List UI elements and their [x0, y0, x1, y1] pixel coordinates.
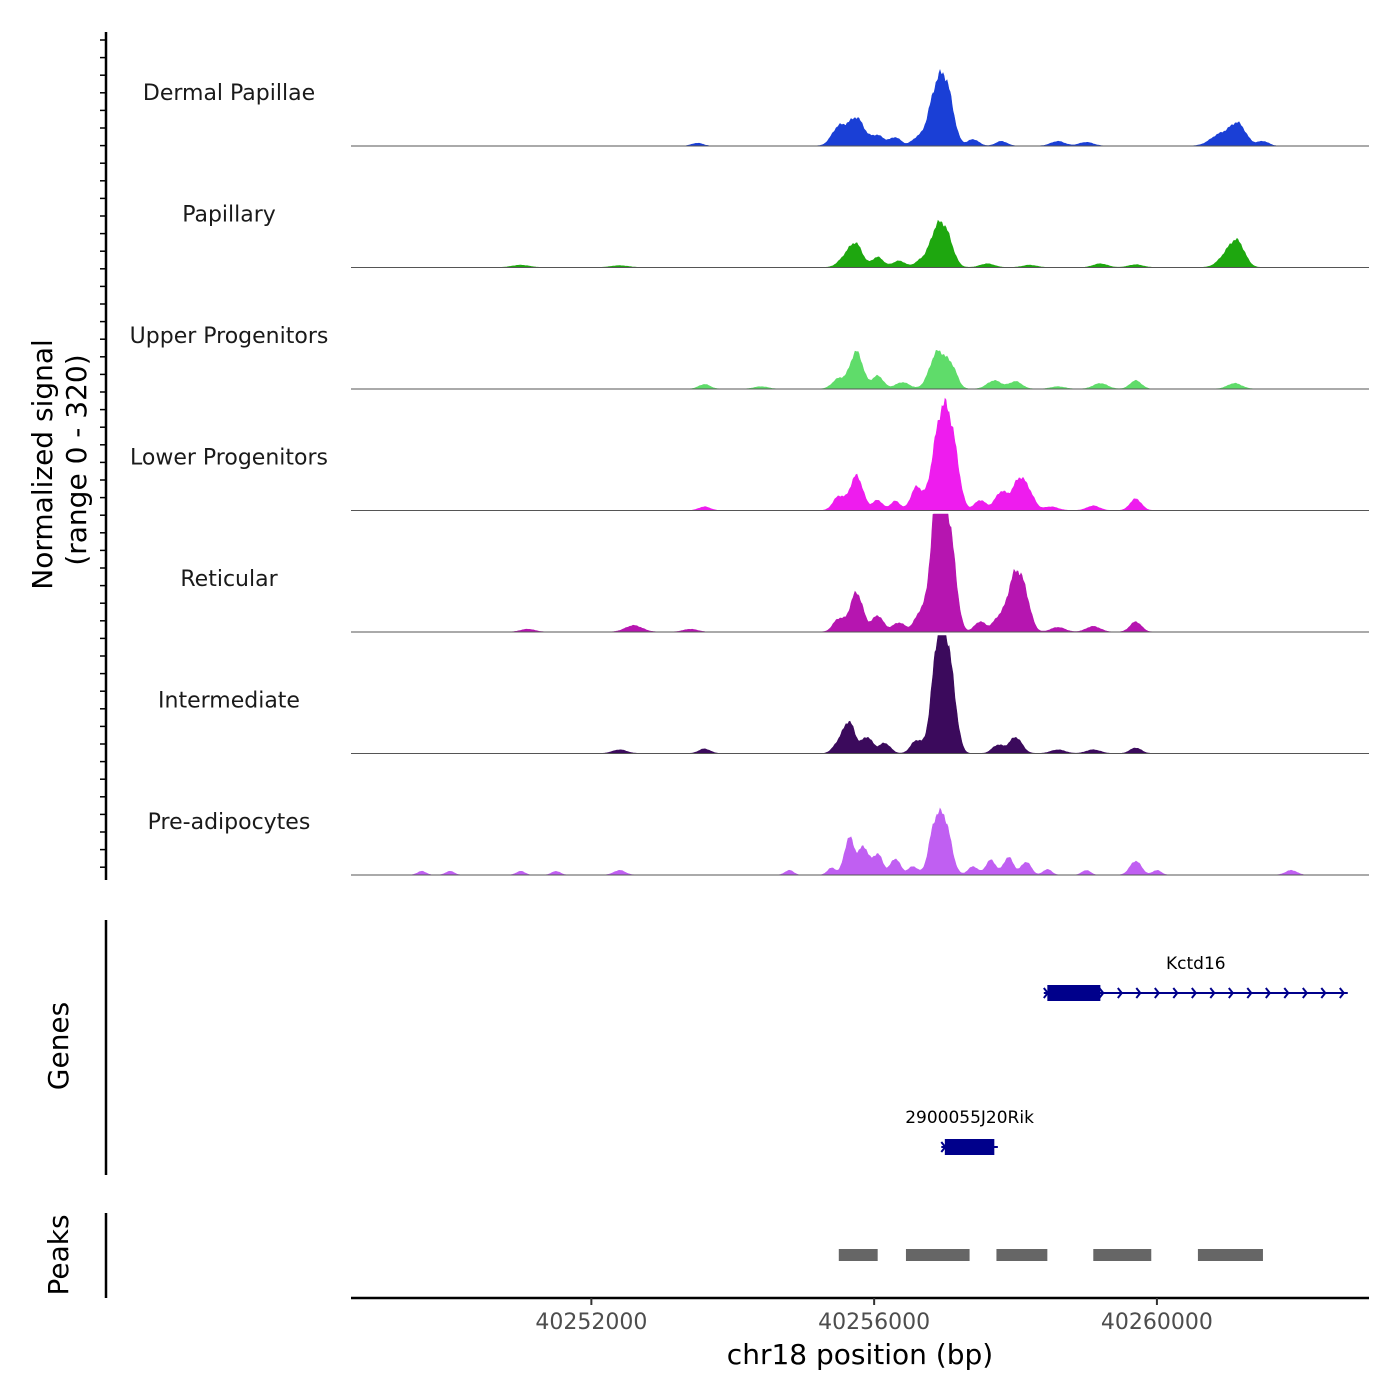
strand-arrow: [1283, 987, 1290, 999]
coverage-area: [351, 68, 1369, 147]
gene-label: Kctd16: [1166, 954, 1226, 974]
track-label: Upper Progenitors: [130, 324, 329, 349]
x-axis-title: chr18 position (bp): [727, 1338, 993, 1371]
track-label: Dermal Papillae: [143, 81, 315, 106]
strand-arrow: [1302, 987, 1309, 999]
y-axis-title: Normalized signal (range 0 - 320): [26, 330, 93, 589]
track-label: Papillary: [182, 203, 276, 228]
strand-arrow: [1246, 987, 1253, 999]
track-intermediate: Intermediate: [158, 635, 1369, 754]
coverage-area: [351, 513, 1369, 633]
strand-arrow: [1191, 987, 1198, 999]
peaks-title: Peaks: [42, 1214, 75, 1295]
gene-track: Kctd16 2900055J20Rik: [905, 954, 1348, 1155]
gene-kctd16: Kctd16: [1043, 954, 1348, 1001]
strand-arrow: [1154, 987, 1161, 999]
x-tick-label: 40256000: [818, 1310, 930, 1335]
strand-arrow: [1209, 987, 1216, 999]
strand-arrow: [1320, 987, 1327, 999]
strand-arrow: [1135, 987, 1142, 999]
coverage-area: [351, 219, 1369, 268]
track-label: Reticular: [180, 567, 278, 592]
coverage-y-ticks: [100, 39, 106, 868]
coverage-tracks: Dermal Papillae Papillary Upper Progenitor…: [130, 68, 1369, 876]
track-label: Lower Progenitors: [130, 446, 328, 471]
track-lower-progenitors: Lower Progenitors: [130, 397, 1369, 511]
strand-arrow: [1117, 987, 1124, 999]
gene-exon: [944, 1139, 995, 1155]
coverage-area: [351, 807, 1369, 876]
strand-arrow: [1098, 987, 1105, 999]
y-axis-title-line2: (range 0 - 320): [60, 354, 93, 565]
track-label: Pre-adipocytes: [148, 810, 311, 835]
x-tick-label: 40260000: [1101, 1310, 1213, 1335]
peak-region: [905, 1249, 970, 1261]
strand-arrow: [1172, 987, 1179, 999]
track-reticular: Reticular: [180, 513, 1369, 633]
peak-region: [1093, 1249, 1152, 1261]
strand-arrow: [1265, 987, 1272, 999]
peak-region: [996, 1249, 1048, 1261]
gene-exon: [1047, 985, 1101, 1001]
strand-arrow: [1228, 987, 1235, 999]
genes-title: Genes: [42, 1002, 75, 1090]
x-axis-ticks: 40252000 40256000 40260000: [535, 1298, 1213, 1335]
peak-region: [838, 1249, 878, 1261]
strand-arrow: [1339, 987, 1346, 999]
gene-2900055j20rik: 2900055J20Rik: [905, 1108, 1034, 1155]
x-tick-label: 40252000: [535, 1310, 647, 1335]
peak-track: [838, 1249, 1263, 1261]
gene-label: 2900055J20Rik: [905, 1108, 1034, 1128]
track-label: Intermediate: [158, 689, 300, 714]
track-dermal-papillae: Dermal Papillae: [143, 68, 1369, 147]
peak-region: [1197, 1249, 1263, 1261]
track-papillary: Papillary: [182, 203, 1369, 268]
track-upper-progenitors: Upper Progenitors: [130, 324, 1369, 390]
track-pre-adipocytes: Pre-adipocytes: [148, 807, 1369, 876]
coverage-area: [351, 349, 1369, 390]
y-axis-title-line1: Normalized signal: [26, 339, 59, 590]
coverage-area: [351, 397, 1369, 511]
coverage-area: [351, 635, 1369, 754]
